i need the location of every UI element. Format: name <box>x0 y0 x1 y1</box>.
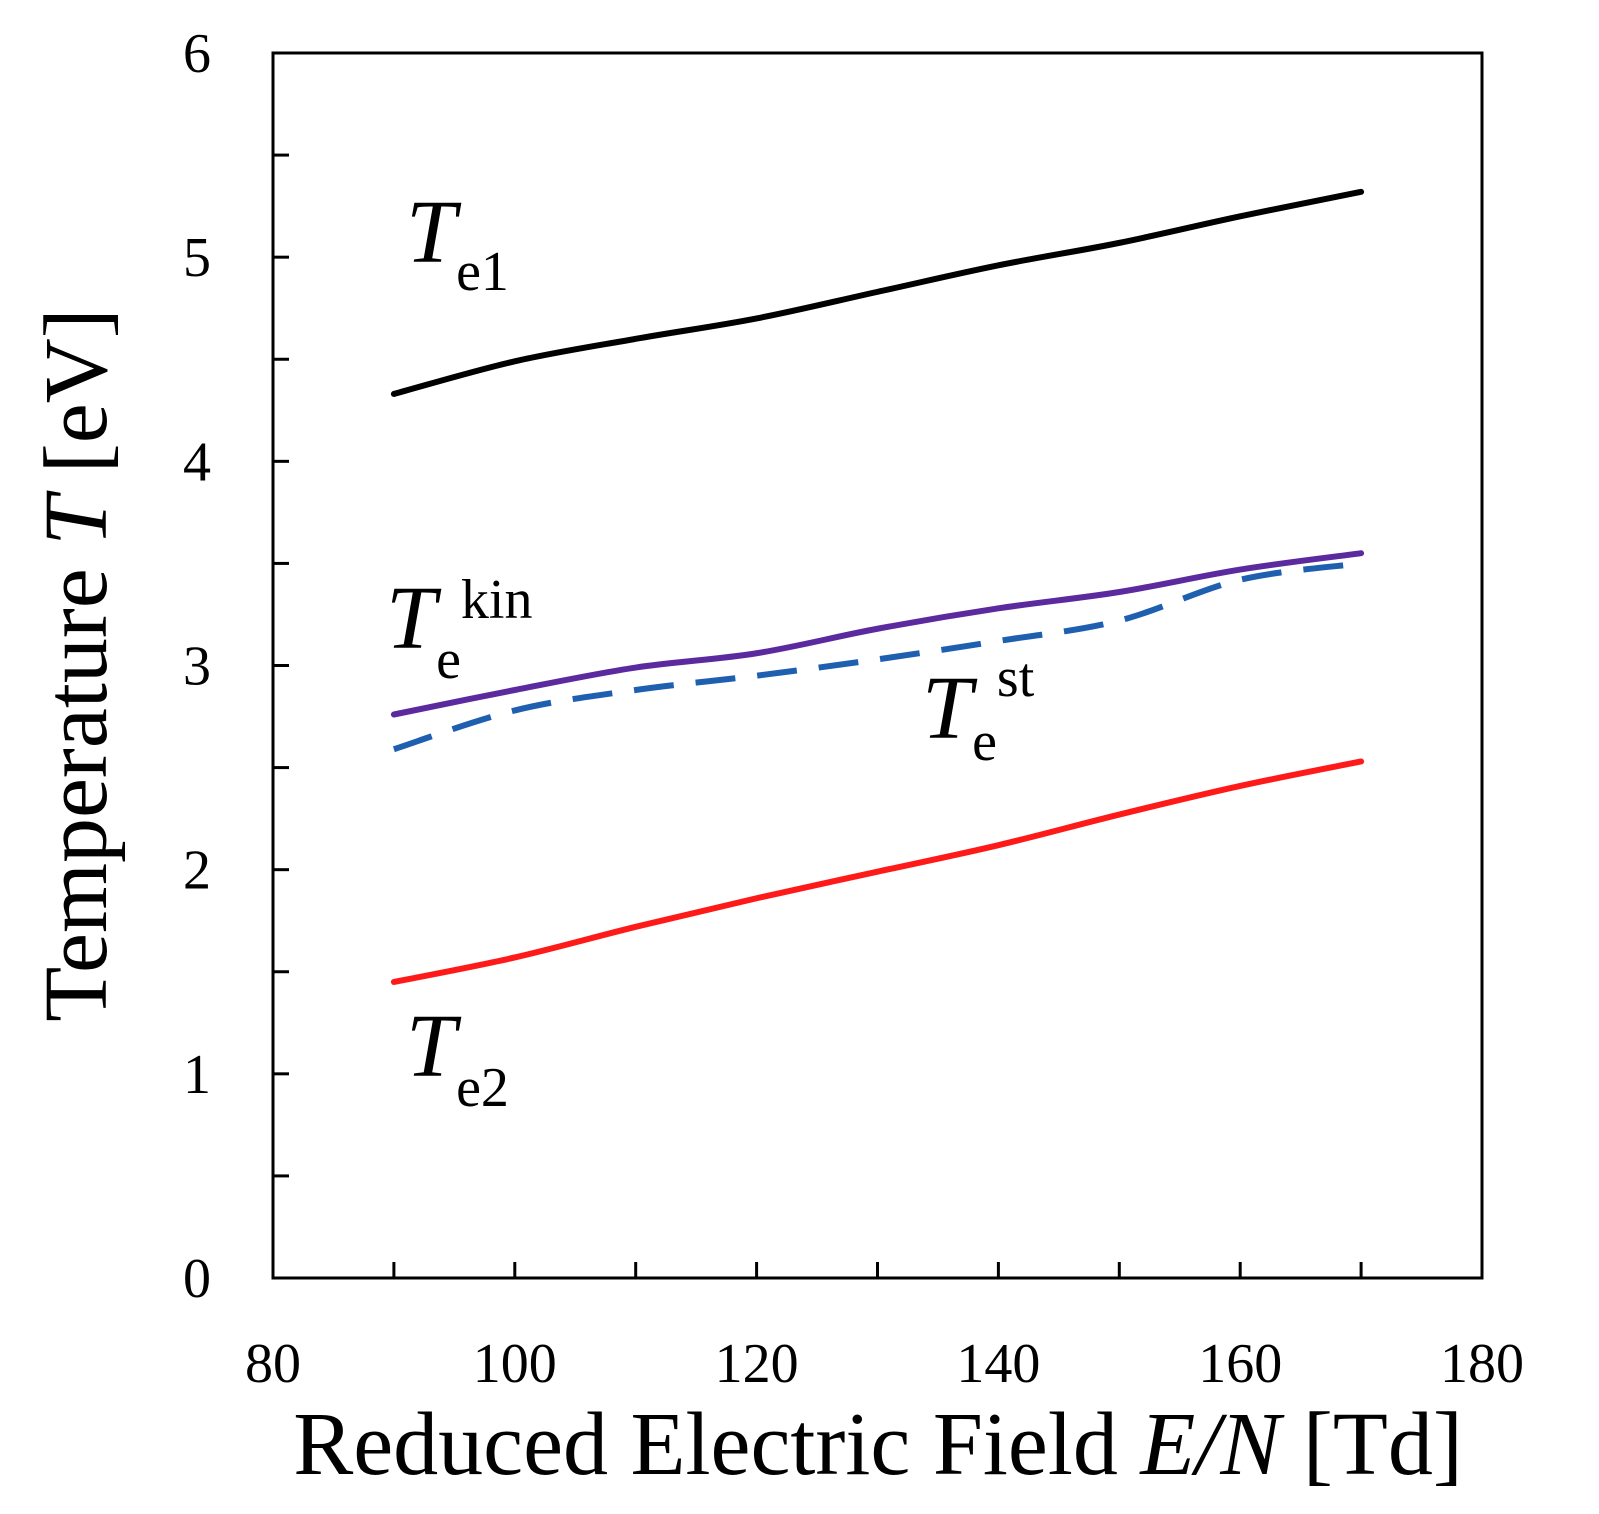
series-line-te_st <box>392 560 1362 753</box>
x-axis-ticks: 80 100 120 140 160 180 <box>245 1262 1524 1395</box>
x-tick-label: 140 <box>956 1333 1040 1395</box>
y-tick-label: 0 <box>183 1248 211 1310</box>
x-tick-label: 160 <box>1198 1333 1282 1395</box>
y-tick-label: 5 <box>183 227 211 289</box>
series-line-te1 <box>390 188 1365 397</box>
y-tick-label: 2 <box>183 840 211 902</box>
x-tick-label: 80 <box>245 1333 301 1395</box>
label-te-kin: Tekin <box>386 569 532 691</box>
label-te2: Te2 <box>406 997 509 1119</box>
series-line-te2 <box>390 758 1365 985</box>
series-group <box>390 188 1365 985</box>
y-tick-label: 3 <box>183 636 211 698</box>
y-tick-label: 1 <box>183 1044 211 1106</box>
y-tick-label: 6 <box>183 23 211 85</box>
x-tick-label: 100 <box>473 1333 557 1395</box>
y-tick-label: 4 <box>183 431 211 493</box>
x-axis-title: Reduced Electric Field E/N [Td] <box>293 1395 1463 1494</box>
x-tick-label: 180 <box>1440 1333 1524 1395</box>
y-axis-ticks: 0 1 2 3 4 5 6 <box>183 23 289 1310</box>
x-tick-label: 120 <box>715 1333 799 1395</box>
y-axis-title: Temperature T [eV] <box>27 308 126 1021</box>
label-te1: Te1 <box>406 183 509 303</box>
series-line-te_kin <box>390 550 1365 718</box>
label-te-st: Test <box>922 647 1035 773</box>
